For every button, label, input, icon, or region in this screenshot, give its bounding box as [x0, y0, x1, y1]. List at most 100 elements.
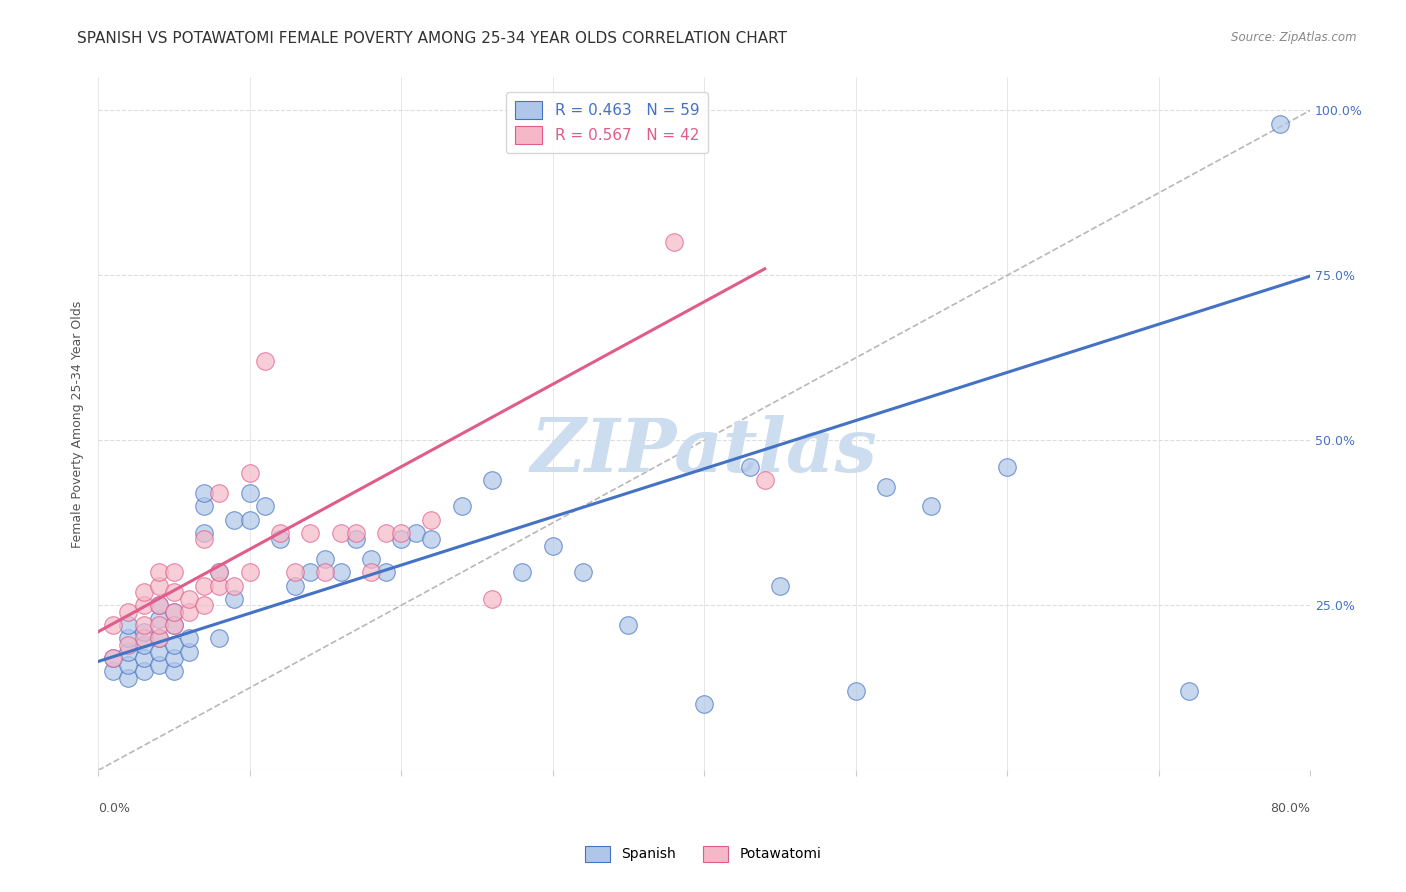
Text: Source: ZipAtlas.com: Source: ZipAtlas.com	[1232, 31, 1357, 45]
Point	[253, 354, 276, 368]
Point	[163, 651, 186, 665]
Point	[481, 473, 503, 487]
Point	[193, 533, 215, 547]
Point	[163, 605, 186, 619]
Point	[193, 525, 215, 540]
Point	[148, 566, 170, 580]
Point	[193, 599, 215, 613]
Point	[177, 605, 200, 619]
Point	[117, 632, 139, 646]
Point	[208, 486, 231, 500]
Point	[284, 578, 307, 592]
Point	[405, 525, 427, 540]
Text: SPANISH VS POTAWATOMI FEMALE POVERTY AMONG 25-34 YEAR OLDS CORRELATION CHART: SPANISH VS POTAWATOMI FEMALE POVERTY AMO…	[77, 31, 787, 46]
Point	[329, 566, 352, 580]
Legend: R = 0.463   N = 59, R = 0.567   N = 42: R = 0.463 N = 59, R = 0.567 N = 42	[506, 92, 709, 153]
Point	[148, 618, 170, 632]
Point	[239, 512, 262, 526]
Point	[163, 618, 186, 632]
Point	[617, 618, 640, 632]
Point	[103, 618, 125, 632]
Point	[239, 486, 262, 500]
Point	[995, 459, 1018, 474]
Point	[481, 591, 503, 606]
Point	[269, 525, 291, 540]
Point	[163, 566, 186, 580]
Point	[512, 566, 534, 580]
Point	[132, 665, 155, 679]
Point	[117, 657, 139, 672]
Point	[132, 624, 155, 639]
Y-axis label: Female Poverty Among 25-34 Year Olds: Female Poverty Among 25-34 Year Olds	[72, 301, 84, 548]
Point	[360, 566, 382, 580]
Point	[920, 500, 942, 514]
Text: 0.0%: 0.0%	[98, 802, 131, 815]
Point	[738, 459, 761, 474]
Point	[103, 651, 125, 665]
Point	[148, 611, 170, 625]
Point	[148, 644, 170, 658]
Point	[224, 578, 246, 592]
Point	[132, 632, 155, 646]
Point	[541, 539, 564, 553]
Point	[1268, 117, 1291, 131]
Point	[148, 632, 170, 646]
Point	[754, 473, 776, 487]
Point	[193, 578, 215, 592]
Point	[329, 525, 352, 540]
Text: 80.0%: 80.0%	[1270, 802, 1310, 815]
Point	[117, 605, 139, 619]
Point	[389, 533, 412, 547]
Point	[177, 644, 200, 658]
Point	[253, 500, 276, 514]
Point	[360, 552, 382, 566]
Point	[375, 525, 398, 540]
Point	[239, 467, 262, 481]
Point	[177, 632, 200, 646]
Point	[163, 585, 186, 599]
Point	[208, 578, 231, 592]
Point	[103, 665, 125, 679]
Point	[193, 500, 215, 514]
Point	[299, 525, 322, 540]
Point	[284, 566, 307, 580]
Point	[662, 235, 685, 250]
Point	[572, 566, 595, 580]
Point	[224, 512, 246, 526]
Point	[103, 651, 125, 665]
Point	[117, 671, 139, 685]
Point	[148, 578, 170, 592]
Point	[148, 599, 170, 613]
Point	[117, 638, 139, 652]
Point	[132, 651, 155, 665]
Point	[269, 533, 291, 547]
Point	[344, 525, 367, 540]
Legend: Spanish, Potawatomi: Spanish, Potawatomi	[579, 840, 827, 867]
Point	[224, 591, 246, 606]
Point	[344, 533, 367, 547]
Point	[163, 618, 186, 632]
Point	[132, 618, 155, 632]
Point	[208, 566, 231, 580]
Point	[375, 566, 398, 580]
Point	[769, 578, 792, 592]
Point	[148, 657, 170, 672]
Text: ZIPatlas: ZIPatlas	[530, 416, 877, 488]
Point	[163, 605, 186, 619]
Point	[845, 684, 868, 698]
Point	[208, 566, 231, 580]
Point	[132, 638, 155, 652]
Point	[1178, 684, 1201, 698]
Point	[193, 486, 215, 500]
Point	[208, 632, 231, 646]
Point	[132, 599, 155, 613]
Point	[117, 618, 139, 632]
Point	[148, 632, 170, 646]
Point	[450, 500, 472, 514]
Point	[239, 566, 262, 580]
Point	[693, 698, 716, 712]
Point	[420, 533, 443, 547]
Point	[163, 665, 186, 679]
Point	[163, 638, 186, 652]
Point	[132, 585, 155, 599]
